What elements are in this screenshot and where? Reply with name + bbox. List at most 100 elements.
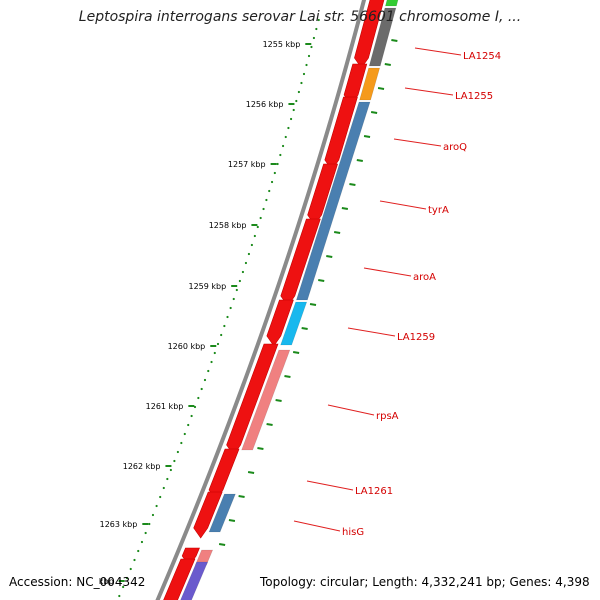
scale-dot (226, 315, 229, 319)
scale-dot (315, 27, 318, 31)
forward-gene-8 (194, 549, 214, 566)
feature-edge-tick (257, 447, 264, 450)
scale-dot (193, 405, 197, 409)
reverse-gene-6 (266, 299, 294, 347)
feature-edge-tick (309, 303, 317, 306)
scale-dot (129, 567, 132, 571)
scale-dot (162, 486, 165, 490)
leader-line (379, 200, 427, 210)
scale-dot (151, 513, 155, 517)
scale-dot (140, 540, 144, 544)
scale-dot (187, 423, 190, 427)
scale-dot (262, 207, 265, 211)
scale-dot (190, 414, 193, 418)
scale-dot (133, 558, 136, 562)
gene-label-hisG: hisG (342, 527, 364, 538)
scale-dot (118, 594, 121, 598)
feature-edge-tick (356, 159, 363, 162)
scale-tick-label: 1260 kbp (168, 342, 206, 351)
scale-dot (300, 81, 303, 85)
gene-label-aroA: aroA (413, 272, 436, 283)
feature-edge-tick (266, 423, 273, 426)
scale-tick-label: 1258 kbp (209, 221, 247, 230)
scale-tick-label: 1262 kbp (123, 462, 161, 471)
feature-edge-tick (238, 495, 245, 498)
forward-gene-4 (295, 101, 371, 301)
backbone-ring (155, 0, 367, 600)
gene-label-LA1261: LA1261 (355, 486, 393, 497)
feature-edge-tick (284, 375, 291, 378)
feature-edge-tick (377, 87, 385, 90)
scale-dot (305, 63, 308, 67)
feature-edge-tick (384, 63, 391, 66)
feature-edge-tick (349, 183, 356, 186)
scale-dot (200, 387, 203, 391)
forward-gene-7 (208, 493, 236, 533)
scale-dot (169, 468, 172, 472)
forward-gene-9 (180, 561, 209, 600)
scale-dot (241, 270, 245, 274)
scale-dot (235, 288, 238, 292)
scale-dot (276, 162, 279, 166)
scale-dot (253, 234, 256, 238)
scale-dot (125, 576, 129, 580)
feature-edge-tick (292, 351, 300, 354)
scale-dot (232, 297, 235, 301)
scale-tick-label: 1263 kbp (100, 520, 138, 529)
feature-edge-tick (275, 399, 282, 402)
feature-edge-tick (301, 327, 308, 330)
scale-dot (223, 324, 226, 328)
scale-tick-label: 1259 kbp (188, 282, 226, 291)
scale-dot (273, 171, 276, 175)
leader-line (404, 87, 454, 96)
leader-line (414, 47, 462, 56)
accession-text: Accession: NC_004342 (9, 575, 146, 589)
scale-dot (268, 189, 271, 193)
scale-dot (210, 360, 213, 364)
scale-dot (279, 153, 282, 157)
genome-stats-text: Topology: circular; Length: 4,332,241 bp… (260, 575, 590, 589)
scale-dot (238, 279, 241, 283)
feature-edge-tick (391, 39, 398, 42)
scale-tick-label: 1255 kbp (263, 40, 301, 49)
scale-dot (166, 477, 169, 481)
reverse-gene-9 (193, 491, 223, 539)
scale-dot (213, 351, 216, 355)
scale-dot (229, 306, 232, 310)
scale-tick-label: kbp (99, 577, 114, 586)
scale-dot (317, 18, 320, 22)
feature-edge-tick (370, 111, 378, 114)
scale-dot (247, 252, 251, 256)
scale-tick-label: 1256 kbp (246, 100, 284, 109)
scale-dot (310, 45, 313, 49)
leader-line (347, 327, 396, 337)
feature-edge-tick (218, 543, 226, 546)
scale-dot (302, 72, 306, 76)
scale-dot (281, 144, 285, 148)
leader-line (306, 480, 354, 491)
forward-gene-2 (368, 7, 397, 67)
scale-dot (203, 378, 207, 382)
scale-dot (220, 333, 223, 337)
gene-label-aroQ: aroQ (443, 142, 467, 153)
scale-dot (295, 99, 298, 103)
scale-dot (289, 117, 293, 121)
scale-dot (297, 90, 300, 94)
gene-label-rpsA: rpsA (376, 411, 399, 422)
scale-dot (207, 369, 210, 373)
scale-dot (137, 549, 140, 553)
forward-gene-5 (280, 301, 308, 346)
scale-dot (265, 198, 268, 202)
scale-dot (183, 432, 186, 436)
feature-edge-tick (247, 471, 255, 474)
reverse-gene-1 (354, 0, 385, 69)
scale-dot (155, 504, 158, 508)
feature-edge-tick (318, 279, 325, 282)
scale-dot (250, 243, 253, 247)
gene-label-LA1259: LA1259 (397, 332, 435, 343)
scale-dot (216, 342, 220, 346)
feature-edge-tick (326, 255, 333, 258)
scale-dot (122, 585, 125, 589)
